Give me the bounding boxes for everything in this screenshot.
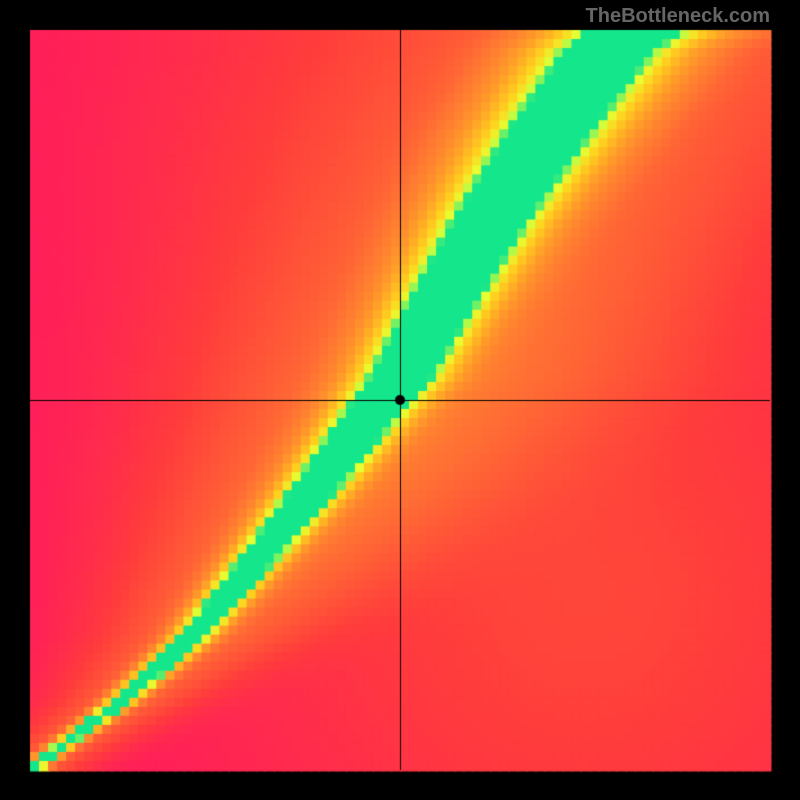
watermark-text: TheBottleneck.com	[586, 5, 770, 28]
heatmap-canvas	[0, 0, 800, 800]
chart-container: TheBottleneck.com	[0, 0, 800, 800]
